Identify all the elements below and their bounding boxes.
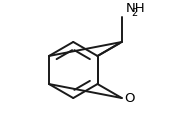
Text: 2: 2 bbox=[131, 8, 137, 18]
Text: O: O bbox=[125, 91, 135, 105]
Text: NH: NH bbox=[126, 2, 145, 15]
